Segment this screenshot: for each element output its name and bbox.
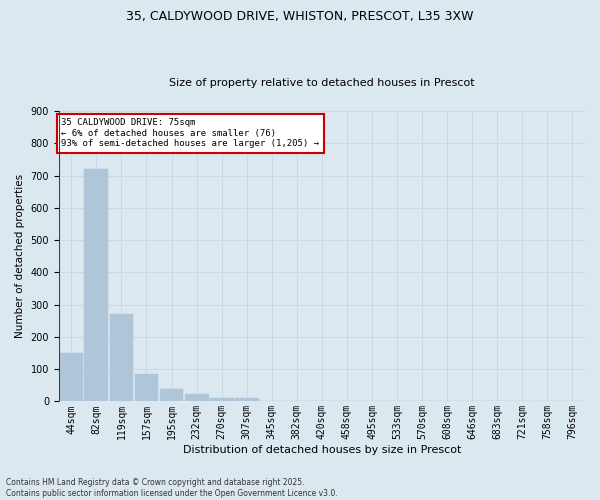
Bar: [185, 394, 209, 402]
Text: 35, CALDYWOOD DRIVE, WHISTON, PRESCOT, L35 3XW: 35, CALDYWOOD DRIVE, WHISTON, PRESCOT, L…: [126, 10, 474, 23]
Bar: [210, 398, 233, 402]
Bar: [59, 353, 83, 402]
Bar: [85, 169, 108, 402]
Bar: [110, 314, 133, 402]
Text: 35 CALDYWOOD DRIVE: 75sqm
← 6% of detached houses are smaller (76)
93% of semi-d: 35 CALDYWOOD DRIVE: 75sqm ← 6% of detach…: [61, 118, 319, 148]
Y-axis label: Number of detached properties: Number of detached properties: [15, 174, 25, 338]
Title: Size of property relative to detached houses in Prescot: Size of property relative to detached ho…: [169, 78, 475, 88]
Text: Contains HM Land Registry data © Crown copyright and database right 2025.
Contai: Contains HM Land Registry data © Crown c…: [6, 478, 338, 498]
Bar: [160, 389, 184, 402]
X-axis label: Distribution of detached houses by size in Prescot: Distribution of detached houses by size …: [183, 445, 461, 455]
Bar: [134, 374, 158, 402]
Bar: [235, 398, 259, 402]
